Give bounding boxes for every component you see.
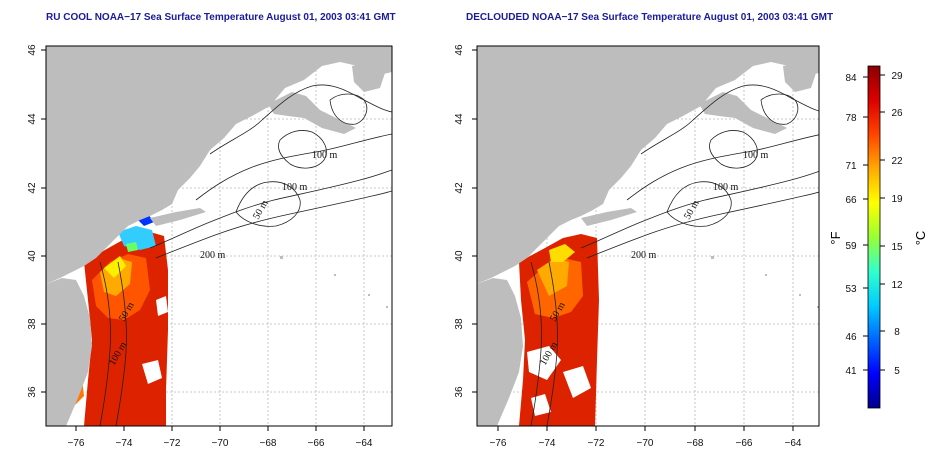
celsius-tick-label: 12 bbox=[891, 280, 903, 291]
map-frame-declouded bbox=[476, 45, 820, 427]
lon-tick-label: −66 bbox=[308, 438, 325, 449]
contour-label: 100 m bbox=[743, 150, 769, 161]
panel-title-raw: RU COOL NOAA−17 Sea Surface Temperature … bbox=[46, 12, 396, 23]
lon-tick-label: −64 bbox=[356, 438, 373, 449]
celsius-tick-label: 15 bbox=[891, 242, 903, 253]
lon-tick-label: −70 bbox=[212, 438, 229, 449]
fahrenheit-tick-label: 78 bbox=[845, 113, 857, 124]
celsius-tick-label: 26 bbox=[891, 108, 903, 119]
celsius-tick-label: 29 bbox=[891, 71, 903, 82]
fahrenheit-tick-label: 59 bbox=[845, 241, 857, 252]
celsius-tick-label: 5 bbox=[894, 366, 900, 377]
lat-axis-raw: 36 38 40 42 44 46 bbox=[27, 44, 46, 398]
celsius-tick-label: 19 bbox=[891, 194, 903, 205]
lon-tick-label: −72 bbox=[588, 438, 605, 449]
lon-axis-raw: −76 −74 −72 −70 −68 −66 −64 bbox=[68, 426, 373, 449]
fahrenheit-tick-label: 41 bbox=[845, 366, 857, 377]
fahrenheit-unit-label: °F bbox=[828, 231, 843, 244]
lat-tick-label: 36 bbox=[454, 386, 465, 398]
lon-tick-label: −74 bbox=[116, 438, 133, 449]
lon-tick-label: −64 bbox=[785, 438, 802, 449]
temperature-colorbar: 84 78 71 66 59 53 46 41 29 26 22 19 15 1… bbox=[828, 65, 928, 409]
lon-tick-label: −72 bbox=[164, 438, 181, 449]
lat-tick-label: 42 bbox=[454, 182, 465, 194]
lat-tick-label: 46 bbox=[454, 44, 465, 56]
lon-tick-label: −68 bbox=[260, 438, 277, 449]
lat-tick-label: 36 bbox=[27, 386, 38, 398]
lat-tick-label: 44 bbox=[454, 113, 465, 125]
contour-label: 200 m bbox=[200, 250, 226, 261]
map-panel-raw bbox=[45, 45, 393, 427]
map-panel-declouded bbox=[476, 45, 820, 427]
contour-label: 100 m bbox=[282, 182, 308, 193]
celsius-unit-label: °C bbox=[913, 231, 928, 246]
lon-tick-label: −76 bbox=[68, 438, 85, 449]
lat-axis-declouded: 36 38 40 42 44 46 bbox=[454, 44, 477, 398]
fahrenheit-tick-label: 71 bbox=[845, 161, 857, 172]
fahrenheit-tick-label: 46 bbox=[845, 332, 857, 343]
lon-axis-declouded: −76 −74 −72 −70 −68 −66 −64 bbox=[490, 426, 802, 449]
colorbar-gradient bbox=[867, 65, 881, 409]
fahrenheit-tick-label: 84 bbox=[845, 73, 857, 84]
lon-tick-label: −70 bbox=[637, 438, 654, 449]
lon-tick-label: −74 bbox=[539, 438, 556, 449]
contour-label: 100 m bbox=[713, 182, 739, 193]
lon-tick-label: −66 bbox=[736, 438, 753, 449]
contour-label: 200 m bbox=[631, 250, 657, 261]
lat-tick-label: 38 bbox=[27, 318, 38, 330]
lon-tick-label: −76 bbox=[490, 438, 507, 449]
lat-tick-label: 38 bbox=[454, 318, 465, 330]
lat-tick-label: 44 bbox=[27, 113, 38, 125]
lon-tick-label: −68 bbox=[687, 438, 704, 449]
contour-label: 100 m bbox=[312, 150, 338, 161]
celsius-tick-label: 22 bbox=[891, 156, 903, 167]
lat-tick-label: 46 bbox=[27, 44, 38, 56]
celsius-tick-label: 8 bbox=[894, 327, 900, 338]
map-frame-raw bbox=[45, 45, 393, 427]
panel-title-declouded: DECLOUDED NOAA−17 Sea Surface Temperatur… bbox=[466, 12, 834, 23]
lat-tick-label: 40 bbox=[454, 250, 465, 262]
lat-tick-label: 40 bbox=[27, 250, 38, 262]
lat-tick-label: 42 bbox=[27, 182, 38, 194]
fahrenheit-tick-label: 53 bbox=[845, 284, 857, 295]
fahrenheit-tick-label: 66 bbox=[845, 195, 857, 206]
